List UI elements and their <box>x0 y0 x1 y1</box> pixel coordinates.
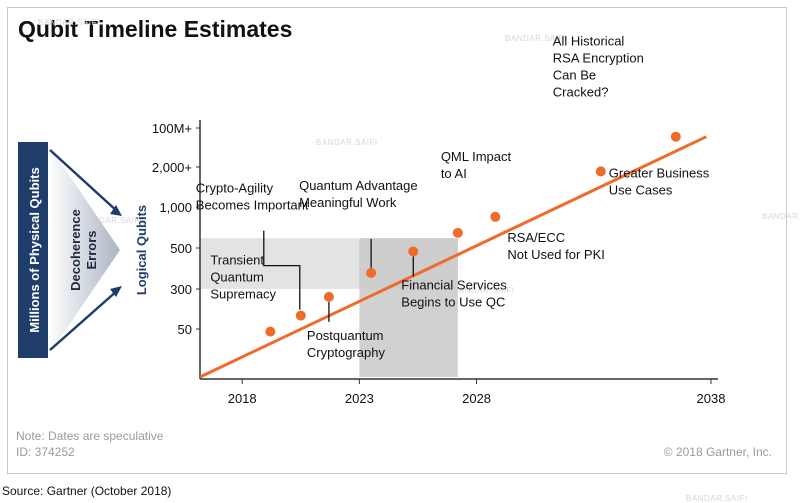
data-label: Greater Business <box>609 165 710 180</box>
watermark: BANDAR.SAIFI <box>505 34 567 43</box>
note-line: Note: Dates are speculative <box>16 429 164 443</box>
note-id: ID: 374252 <box>16 445 75 459</box>
data-label: Quantum <box>210 270 263 285</box>
x-tick-label: 2028 <box>462 391 491 406</box>
data-label: Crypto-Agility <box>196 181 274 196</box>
series-line <box>199 135 707 379</box>
data-label: Supremacy <box>210 287 276 302</box>
decoherence-triangle <box>48 144 120 356</box>
physical-qubits-label: Millions of Physical Qubits <box>27 167 42 332</box>
data-point <box>295 310 306 321</box>
data-label: Not Used for PKI <box>507 247 605 262</box>
source: Source: Gartner (October 2018) <box>2 484 172 498</box>
arrow-top-head-icon <box>110 205 122 216</box>
y-tick-label: 500 <box>170 241 192 256</box>
watermark: BANDAR.SAIFI <box>38 18 100 27</box>
data-point <box>452 227 463 238</box>
y-tick-label: 100M+ <box>152 121 192 136</box>
data-label: RSA/ECC <box>507 230 565 245</box>
data-point <box>323 291 334 302</box>
note: Note: Dates are speculative ID: 374252 <box>16 428 163 460</box>
decoherence-label-2: Errors <box>84 230 99 269</box>
data-label: Transient <box>210 253 264 268</box>
data-label: Meaningful Work <box>299 195 397 210</box>
arrow-bottom-line <box>49 289 119 351</box>
y-tick-label: 300 <box>170 282 192 297</box>
plot-area: 100M+ 2,000+ 1,000 500 300 50 2018 2023 2028 2038… <box>152 34 726 406</box>
data-point <box>366 267 377 278</box>
y-tick-label: 1,000 <box>159 200 192 215</box>
x-tick-label: 2023 <box>345 391 374 406</box>
data-label: QML Impact <box>441 149 512 164</box>
watermark: BANDAR.SAIFI <box>316 138 378 147</box>
y-tick-label: 50 <box>178 322 192 337</box>
data-label: Begins to Use QC <box>401 295 505 310</box>
data-point <box>490 211 501 222</box>
qubit-sidebar: Millions of Physical Qubits Decoherence … <box>18 142 149 358</box>
data-label: Can Be <box>553 68 596 83</box>
logical-qubits-label: Logical Qubits <box>134 205 149 295</box>
data-label: to AI <box>441 166 467 181</box>
copyright: © 2018 Gartner, Inc. <box>663 445 772 459</box>
arrow-bottom-head-icon <box>110 286 122 297</box>
physical-qubits-bar <box>18 142 48 358</box>
data-point <box>408 246 419 257</box>
data-point <box>670 131 681 142</box>
watermark: BANDAR.SAIFI <box>453 286 515 295</box>
x-tick-label: 2038 <box>697 391 726 406</box>
data-label: Financial Services <box>401 278 507 293</box>
leader-line <box>263 230 301 310</box>
arrow-top-line <box>49 149 119 213</box>
data-label: RSA Encryption <box>553 51 644 66</box>
data-label: Cryptography <box>307 345 386 360</box>
watermark: BANDAR.SAIFI <box>762 212 800 221</box>
x-tick-label: 2018 <box>228 391 257 406</box>
chart-title: Qubit Timeline Estimates <box>18 16 293 42</box>
watermark: BANDAR.SAIFI <box>686 494 748 503</box>
data-point <box>265 326 276 337</box>
data-label: Postquantum <box>307 328 384 343</box>
data-point <box>595 166 606 177</box>
y-tick-label: 2,000+ <box>152 160 192 175</box>
data-label: Use Cases <box>609 182 673 197</box>
data-label: Becomes Important <box>196 198 309 213</box>
data-label: Quantum Advantage <box>299 178 418 193</box>
decoherence-label-1: Decoherence <box>68 209 83 291</box>
data-label: Cracked? <box>553 85 609 100</box>
data-label: All Historical <box>553 34 625 49</box>
watermark: BANDAR.SAIFI <box>81 216 143 225</box>
